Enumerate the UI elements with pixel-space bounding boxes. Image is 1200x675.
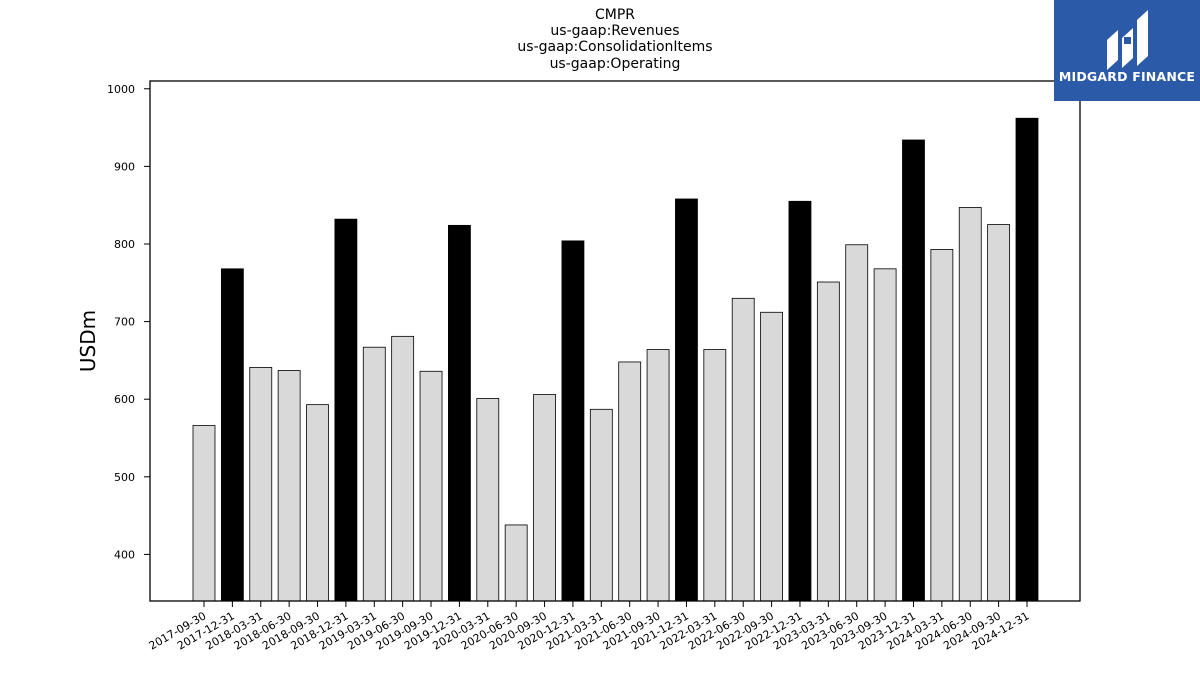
bar [306,404,329,602]
bar [816,281,840,602]
plot-frame [149,80,1081,602]
bar [703,349,727,602]
bar [788,200,812,602]
chart-title-line-2: us-gaap:Revenues [550,23,680,39]
y-axis-label: USDm [76,310,100,372]
bar [760,311,783,602]
logo: MIDGARD FINANCE [1054,0,1200,101]
bar [987,224,1011,602]
y-tick-label: 800 [114,238,135,251]
bar [561,240,585,602]
bar [902,139,925,602]
bar [533,394,556,602]
y-tick-label: 500 [114,471,135,484]
y-tick-label: 400 [114,548,135,561]
y-tick-label: 900 [114,160,135,173]
bar [277,370,301,602]
chart-title-line-3: us-gaap:ConsolidationItems [517,39,713,55]
bar [618,361,642,602]
bar [362,346,386,602]
bar [958,207,982,602]
bar [249,366,273,602]
logo-text: MIDGARD FINANCE [1058,69,1196,84]
bar [845,244,869,602]
bar [448,224,471,602]
bar [589,408,613,602]
bar [419,370,443,602]
chart-title-line-4: us-gaap:Operating [549,56,681,72]
bar [646,349,670,602]
bar [192,425,216,602]
bar [476,398,500,602]
bar [334,218,358,602]
bar [731,297,755,602]
y-tick-label: 1000 [107,83,135,96]
midgard-logo-mark-icon [1107,10,1148,70]
bar [220,268,244,602]
bar [930,249,954,602]
bar [391,335,415,602]
bar [1015,117,1039,602]
y-tick-label: 700 [114,316,135,329]
bar [873,268,897,602]
bar [504,524,528,602]
bar [675,198,698,602]
chart-title-line-1: CMPR [594,7,636,23]
y-tick-label: 600 [114,393,135,406]
